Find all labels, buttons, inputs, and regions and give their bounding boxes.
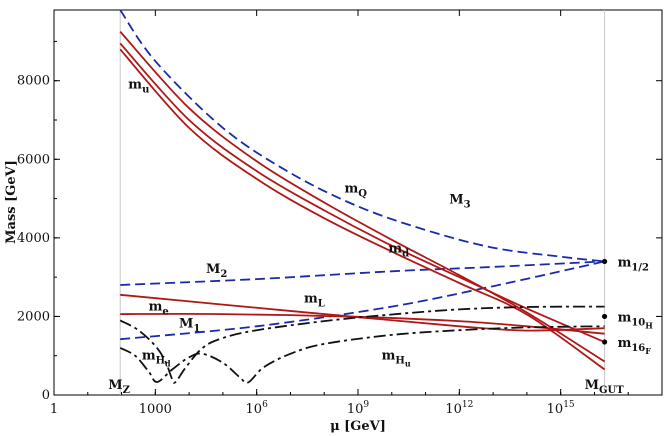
series-line-M2 xyxy=(120,260,605,286)
series-line-mu xyxy=(119,30,606,363)
y-tick-label-2: 4000 xyxy=(17,231,50,246)
series-label-mHu: mHu xyxy=(382,349,411,369)
x-tick-label-0: 1 xyxy=(50,402,58,417)
endpoint-dot-2 xyxy=(601,339,608,345)
scale-lines xyxy=(119,10,606,395)
series-line-me xyxy=(120,312,605,335)
scale-label-0: MZ xyxy=(108,378,130,396)
series-label-mu: mu xyxy=(128,78,149,96)
x-tick-label-3: 109 xyxy=(347,400,370,417)
series-label-md: md xyxy=(388,241,409,259)
y-tick-label-0: 0 xyxy=(42,388,50,403)
y-tick-label-1: 2000 xyxy=(17,309,50,324)
x-tick-label-2: 106 xyxy=(246,400,269,417)
x-tick-label-5: 1015 xyxy=(547,400,575,417)
endpoint-label-0: m1/2 xyxy=(618,255,649,273)
series-label-mHd: mHd xyxy=(142,349,171,369)
x-tick-label-4: 1012 xyxy=(445,400,473,417)
series-layer xyxy=(119,9,606,384)
series-label-M1: M1 xyxy=(179,316,200,334)
series-line-md xyxy=(119,48,606,371)
series-label-mQ: mQ xyxy=(344,182,367,200)
series-label-me: me xyxy=(149,300,169,318)
series-label-M3: M3 xyxy=(449,192,470,210)
series-line-M1 xyxy=(120,260,605,341)
series-labels: mu mQ M3 md M2 mL me M1 mHd mHu MZ MGUT xyxy=(108,78,624,396)
series-line-mL xyxy=(120,293,605,332)
y-tick-label-3: 6000 xyxy=(17,152,50,167)
series-line-mHu xyxy=(119,325,605,384)
x-tick-label-1: 1000 xyxy=(139,402,172,417)
axis-ticks: 1 1000 106 109 1012 1015 0 2000 4000 6000 8000 xyxy=(17,10,663,417)
endpoint-dot-1 xyxy=(601,313,608,320)
series-line-M3 xyxy=(119,9,605,263)
y-tick-label-4: 8000 xyxy=(17,74,50,89)
x-axis-title: μ [GeV] xyxy=(330,419,386,434)
scale-label-1: MGUT xyxy=(585,378,625,396)
endpoint-label-2: m16F xyxy=(618,336,652,356)
series-label-M2: M2 xyxy=(206,262,227,280)
plot-frame xyxy=(53,9,663,396)
endpoint-markers: m1/2 m10H m16F xyxy=(601,255,654,356)
series-label-mL: mL xyxy=(304,292,325,310)
series-line-mHd xyxy=(119,305,605,384)
y-axis-title: Mass [GeV] xyxy=(4,160,19,244)
endpoint-dot-0 xyxy=(601,258,608,265)
endpoint-label-1: m10H xyxy=(618,310,654,330)
